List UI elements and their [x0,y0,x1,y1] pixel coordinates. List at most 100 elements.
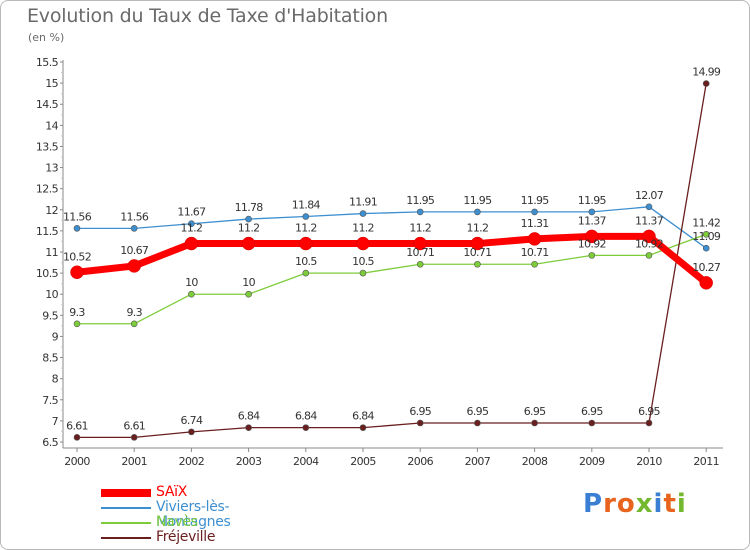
y-tick-label: 15 [45,77,58,90]
data-point [588,208,596,216]
legend-swatch [101,522,151,524]
data-label: 11.2 [467,222,489,235]
data-point [531,419,538,427]
x-tick-label: 2005 [350,455,376,468]
data-label: 6.95 [638,405,660,418]
data-point [73,434,81,441]
data-point [245,424,252,431]
legend-swatch [101,537,151,539]
x-tick-label: 2008 [522,455,548,468]
data-label: 6.95 [524,405,546,418]
data-label: 6.61 [66,419,88,432]
chart-title: Evolution du Taux de Taxe d'Habitation [27,5,388,27]
data-label: 10.92 [635,237,663,250]
data-label: 11.84 [292,199,321,212]
data-label: 10 [242,276,255,289]
data-label: 10 [185,276,198,289]
data-point [130,320,138,328]
data-point [302,424,310,431]
data-point [702,244,710,252]
x-tick-label: 2000 [64,455,90,468]
data-point [531,208,538,216]
data-point [188,290,195,298]
data-label: 11.91 [349,196,377,209]
data-point [470,236,485,251]
data-label: 9.3 [69,306,85,319]
y-tick-label: 12 [45,204,58,217]
data-point [531,260,538,268]
x-tick-label: 2002 [179,455,205,468]
y-tick-label: 14 [45,119,58,132]
data-point [413,236,427,251]
data-point [245,215,252,223]
data-point [699,276,713,290]
data-point [642,229,656,244]
y-tick-label: 10.5 [36,267,59,280]
data-point [474,208,481,216]
data-point [130,434,138,441]
x-tick-label: 2011 [693,455,719,468]
data-label: 6.95 [409,405,431,418]
data-label: 10.27 [692,261,721,274]
data-label: 11.95 [521,194,550,207]
x-tick-label: 2003 [236,455,262,468]
data-point [302,269,310,277]
data-label: 10.71 [406,246,434,259]
data-point [299,236,313,251]
data-label: 11.31 [521,217,549,230]
data-label: 6.84 [352,410,374,423]
chart-unit: (en %) [28,31,65,44]
data-point [70,265,84,280]
data-label: 10.5 [295,255,317,268]
legend-label: Fréjeville [156,529,216,545]
y-tick-label: 13 [45,162,58,175]
data-point [416,419,424,427]
y-tick-label: 9.5 [42,309,58,322]
y-tick-label: 6.5 [42,436,58,449]
series-line [76,82,707,439]
data-point [188,428,195,436]
data-point [585,229,599,244]
data-label: 10.67 [120,244,149,257]
x-tick-label: 2001 [121,455,147,468]
data-point [302,213,310,220]
data-label: 11.56 [120,210,149,223]
y-tick-label: 8.5 [42,352,58,365]
y-tick-label: 7 [52,415,59,428]
data-label: 12.07 [635,189,664,202]
data-label: 10.5 [352,255,374,268]
data-point [527,232,542,246]
series-line [76,206,707,249]
data-label: 6.84 [238,410,260,423]
series-line [73,232,710,287]
y-tick-label: 8 [52,373,59,386]
y-tick-label: 9 [52,330,59,343]
data-point [73,320,81,328]
data-label: 11.95 [578,194,607,207]
y-tick-label: 11 [45,246,58,259]
x-tick-label: 2004 [293,455,319,468]
data-label: 11.2 [295,222,317,235]
data-label: 10.71 [521,246,549,259]
data-label: 11.37 [635,214,664,227]
data-point [130,225,138,232]
proxiti-logo: Proxiti [583,489,687,519]
data-point [416,208,424,216]
data-label: 11.37 [578,214,607,227]
data-label: 11.67 [177,206,206,219]
data-label: 6.61 [123,419,145,432]
data-label: 11.95 [406,194,435,207]
data-point [241,236,256,251]
data-point [245,290,252,298]
data-label: 11.42 [692,216,720,229]
data-label: 9.3 [126,306,142,319]
legend-label: Navès [156,514,198,530]
data-point [474,260,481,268]
x-tick-label: 2009 [579,455,605,468]
y-tick-label: 11.5 [36,225,59,238]
data-point [188,220,195,228]
data-label: 11.56 [63,210,92,223]
x-tick-label: 2007 [465,455,491,468]
legend-swatch [101,489,151,497]
